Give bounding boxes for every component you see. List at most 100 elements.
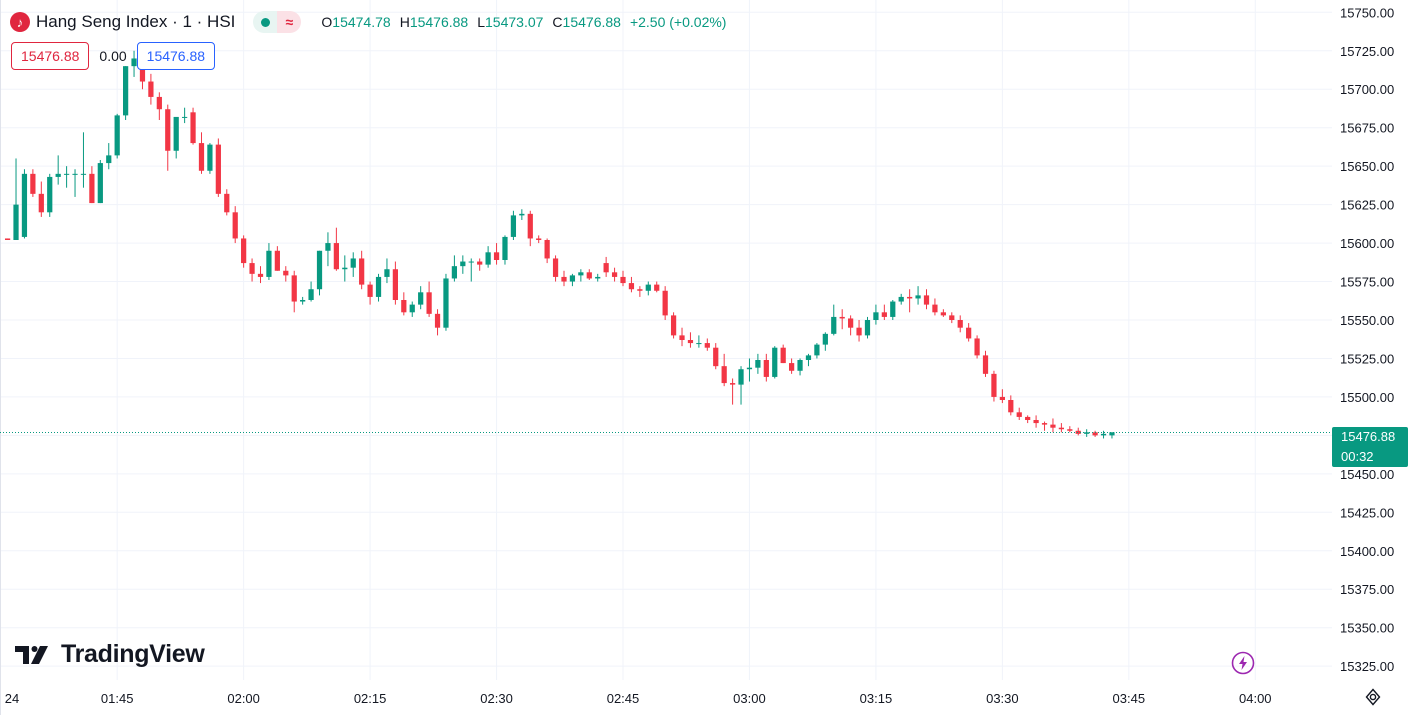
market-status[interactable]: ≈	[253, 11, 302, 33]
candle	[215, 138, 221, 197]
candle-body	[654, 284, 660, 291]
candle	[308, 281, 314, 302]
candle	[957, 315, 963, 333]
candle-body	[544, 240, 550, 259]
change-value: +2.50 (+0.02%)	[629, 14, 727, 30]
candle	[274, 246, 280, 271]
x-tick-label: 02:30	[480, 691, 513, 706]
candle	[569, 273, 576, 287]
candle	[746, 358, 753, 382]
delayed-data-wave-icon[interactable]: ≈	[277, 11, 302, 33]
x-tick-label: 03:15	[860, 691, 893, 706]
candle	[586, 269, 592, 280]
y-tick-label: 15450.00	[1340, 467, 1394, 482]
candle-body	[232, 212, 238, 239]
candle-body	[291, 275, 297, 302]
candle	[97, 160, 103, 204]
candle-body	[342, 267, 348, 270]
candle-body	[797, 360, 803, 371]
candle	[611, 267, 618, 282]
candle-body	[257, 273, 264, 277]
candle	[114, 113, 120, 159]
candle-body	[384, 269, 390, 277]
candle-body	[839, 316, 845, 319]
ohlc-values: O15474.78 H15476.88 L15473.07 C15476.88 …	[321, 14, 726, 30]
candle	[401, 292, 407, 316]
candle	[165, 104, 171, 171]
candle	[637, 286, 643, 297]
y-tick-label: 15325.00	[1340, 659, 1394, 674]
open-value: 15474.78	[332, 14, 391, 30]
candle-body	[679, 335, 685, 340]
candle-body	[729, 383, 736, 385]
scale-settings-icon[interactable]	[1364, 688, 1382, 706]
candle	[418, 286, 424, 310]
candle-body	[907, 296, 913, 299]
market-open-dot-icon[interactable]	[253, 11, 278, 33]
hang-seng-logo-icon[interactable]: ♪	[10, 12, 30, 32]
candle	[1075, 427, 1081, 436]
spread-value: 0.00	[99, 48, 127, 64]
candle-body	[1033, 420, 1039, 424]
candle-body	[72, 173, 78, 175]
lightning-bolt-icon[interactable]	[1231, 651, 1255, 675]
candle-body	[696, 343, 702, 345]
candle	[451, 255, 458, 282]
close-value: 15476.88	[562, 14, 621, 30]
candle-body	[63, 173, 70, 175]
y-tick-label: 15625.00	[1340, 198, 1394, 213]
candle	[788, 358, 795, 374]
candle	[72, 169, 78, 197]
candle	[898, 293, 904, 305]
candle-body	[485, 252, 491, 265]
tradingview-watermark[interactable]: TradingView	[15, 640, 205, 669]
candle-body	[1067, 429, 1073, 431]
order-boxes: 15476.88 0.00 15476.88	[11, 42, 216, 70]
candle-body	[283, 270, 289, 276]
candle	[679, 327, 685, 347]
candle-body	[38, 193, 44, 213]
candle-body	[468, 261, 474, 263]
candle	[923, 289, 930, 310]
candle	[283, 266, 289, 282]
symbol-title[interactable]: Hang Seng Index · 1 · HSI	[36, 12, 236, 31]
candle-body	[325, 243, 331, 251]
candle	[375, 273, 382, 302]
candle	[1008, 395, 1014, 416]
buy-button[interactable]: 15476.88	[136, 42, 216, 70]
candle-body	[864, 320, 871, 336]
candle-body	[687, 340, 694, 344]
candle	[232, 206, 238, 244]
candle-body	[1016, 412, 1022, 417]
candle	[342, 255, 348, 282]
candle	[148, 73, 154, 105]
sell-button[interactable]: 15476.88	[11, 42, 90, 70]
candle-body	[628, 283, 635, 290]
candle-body	[822, 333, 828, 345]
candle	[966, 323, 972, 342]
candle-body	[831, 316, 837, 334]
y-tick-label: 15575.00	[1340, 275, 1394, 290]
candle	[831, 304, 837, 336]
candle-body	[620, 276, 626, 284]
candle	[974, 335, 980, 359]
candle	[4, 238, 11, 240]
candle-body	[932, 304, 938, 313]
candle	[30, 169, 36, 197]
candle-body	[401, 300, 407, 313]
candle	[856, 320, 862, 342]
candle-body	[772, 347, 778, 377]
low-label: L	[477, 14, 486, 30]
x-tick-label: 03:45	[1113, 691, 1146, 706]
candle-body	[645, 284, 651, 291]
candle	[468, 258, 474, 282]
candle-body	[890, 301, 896, 317]
candle	[949, 312, 955, 324]
candle	[325, 232, 331, 267]
candle	[982, 350, 989, 377]
candle	[198, 132, 205, 174]
tradingview-logo-icon	[15, 645, 48, 664]
candle	[662, 286, 668, 320]
y-tick-label: 15375.00	[1340, 582, 1394, 597]
